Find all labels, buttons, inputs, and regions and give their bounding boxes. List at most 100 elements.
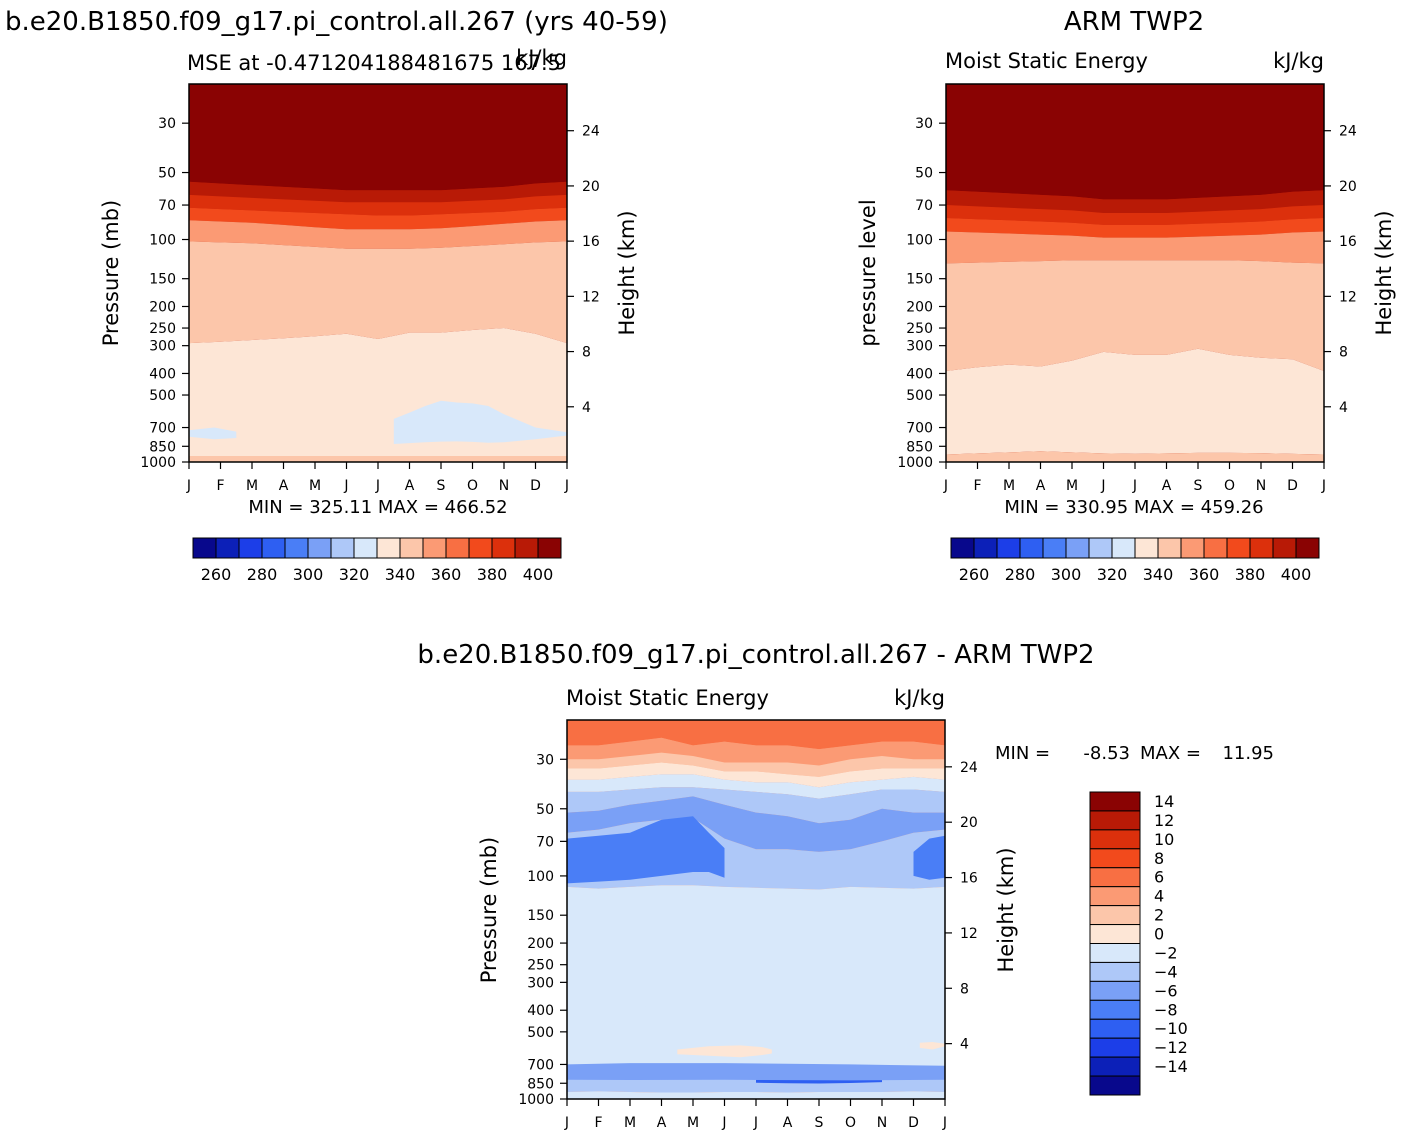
colorbar-label: 360 xyxy=(431,565,462,584)
x-tick-label: D xyxy=(908,1115,919,1131)
contour-patch xyxy=(708,907,876,1026)
contour-band xyxy=(946,348,1324,455)
colorbar-label: 300 xyxy=(1051,565,1082,584)
colorbar-label: 0 xyxy=(1154,925,1164,944)
x-tick-label: M xyxy=(246,478,258,494)
colorbar-box xyxy=(1089,961,1141,982)
x-tick-label: J xyxy=(343,478,348,494)
obs-panel: J F M A M J J A S O N D J 30 50 70 100 150 200 250 300 400 500… xyxy=(897,83,1357,584)
y-tick-label: 400 xyxy=(527,1003,554,1019)
contour-band xyxy=(189,207,567,230)
x-tick-label: A xyxy=(1036,478,1046,494)
colorbar-box xyxy=(1089,1056,1141,1077)
colorbar-box xyxy=(307,537,332,559)
colorbar-label: 8 xyxy=(1154,849,1164,868)
x-tick-label: O xyxy=(1224,478,1235,494)
x-tick-label: J xyxy=(1100,478,1105,494)
title-model: b.e20.B1850.f09_g17.pi_control.all.267 (… xyxy=(5,7,668,37)
colorbar-box xyxy=(445,537,470,559)
y-tick-label: 250 xyxy=(527,958,554,974)
colorbar-box xyxy=(1089,791,1141,812)
contour-band xyxy=(567,752,945,777)
colorbar-box xyxy=(1089,905,1141,926)
y-tick-label: 70 xyxy=(158,198,176,214)
x-tick-label: S xyxy=(1194,478,1203,494)
colorbar-label: 400 xyxy=(1281,565,1312,584)
subtitle-right-diff: kJ/kg xyxy=(894,686,945,710)
x-tick-label: O xyxy=(845,1115,856,1131)
contour-band xyxy=(567,774,945,799)
height-tick-label: 12 xyxy=(960,926,978,942)
x-tick-label: J xyxy=(564,1115,569,1131)
colorbar-label: −2 xyxy=(1154,943,1178,962)
height-tick-label: 24 xyxy=(1339,124,1357,140)
x-tick-label: F xyxy=(216,478,224,494)
contour-patch xyxy=(919,1042,945,1050)
contour-band xyxy=(946,190,1324,213)
y-tick-label: 150 xyxy=(527,908,554,924)
x-tick-label: M xyxy=(687,1115,699,1131)
x-tick-label: M xyxy=(309,478,321,494)
contour-band xyxy=(567,796,945,852)
subtitle-right-model: kJ/kg xyxy=(516,46,567,70)
colorbar-label: 340 xyxy=(1143,565,1174,584)
y-tick-label: 700 xyxy=(906,421,933,437)
contour-band xyxy=(567,720,945,750)
colorbar-box xyxy=(1065,537,1090,559)
stats-diff-min: -8.53 xyxy=(1083,743,1130,764)
x-tick-label: A xyxy=(279,478,289,494)
height-tick-label: 4 xyxy=(1339,400,1348,416)
colorbar-box xyxy=(1089,1075,1141,1096)
y-tick-label: 300 xyxy=(149,339,176,355)
colorbar-box xyxy=(1088,537,1113,559)
contour-patch xyxy=(393,400,567,444)
y-tick-label: 50 xyxy=(536,802,554,818)
contour-patch xyxy=(598,915,662,1011)
colorbar-box xyxy=(491,537,516,559)
stats-diff-min-label: MIN = xyxy=(995,743,1050,764)
contour-patch xyxy=(189,427,237,440)
y-tick-label: 700 xyxy=(527,1057,554,1073)
y-tick-label: 250 xyxy=(149,321,176,337)
height-tick-label: 16 xyxy=(582,234,600,250)
title-obs: ARM TWP2 xyxy=(1064,7,1204,37)
ylabel-model: Pressure (mb) xyxy=(99,200,123,347)
contour-band xyxy=(946,218,1324,238)
y-tick-label: 30 xyxy=(536,752,554,768)
colorbar-box xyxy=(537,537,562,559)
colorbar-box xyxy=(1089,924,1141,944)
ylabel-right-diff: Height (km) xyxy=(994,847,1018,972)
ylabel-right-obs: Height (km) xyxy=(1372,210,1396,335)
colorbar-label: −10 xyxy=(1154,1019,1188,1038)
colorbar-box xyxy=(1295,537,1320,559)
x-tick-label: D xyxy=(1287,478,1298,494)
colorbar-box xyxy=(1180,537,1205,559)
height-tick-label: 20 xyxy=(582,179,600,195)
y-tick-label: 300 xyxy=(527,975,554,991)
colorbar-label: 10 xyxy=(1154,830,1174,849)
x-tick-label: D xyxy=(530,478,541,494)
colorbar-box xyxy=(1089,943,1141,963)
x-tick-label: M xyxy=(1003,478,1015,494)
x-tick-label: J xyxy=(1132,478,1137,494)
height-tick-label: 4 xyxy=(582,400,591,416)
x-tick-label: N xyxy=(1256,478,1266,494)
colorbar-label: −8 xyxy=(1154,1000,1178,1019)
colorbar-label: 12 xyxy=(1154,811,1174,830)
y-tick-label: 200 xyxy=(527,936,554,952)
contour-band xyxy=(189,220,567,249)
y-tick-label: 70 xyxy=(536,834,554,850)
x-tick-label: J xyxy=(564,478,569,494)
colorbar-box xyxy=(1089,1037,1141,1058)
colorbar-label: 4 xyxy=(1154,887,1164,906)
colorbar-label: 280 xyxy=(1005,565,1036,584)
colorbar-box xyxy=(996,537,1021,559)
colorbar-box xyxy=(215,537,240,559)
colorbar-box xyxy=(1226,537,1251,559)
y-tick-label: 850 xyxy=(149,439,176,455)
contour-band xyxy=(567,1091,945,1099)
y-tick-label: 30 xyxy=(915,116,933,132)
diff-panel: J F M A M J J A S O N D J305070100150200250300400500… xyxy=(518,719,1188,1131)
plot-area xyxy=(946,84,1324,462)
contour-band xyxy=(567,787,945,824)
